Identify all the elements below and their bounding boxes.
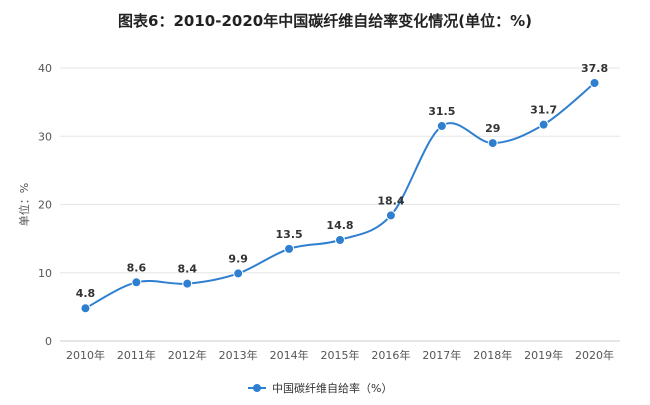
x-tick-label: 2013年 — [219, 348, 258, 362]
y-tick-label: 0 — [45, 335, 52, 348]
x-tick-label: 2011年 — [117, 348, 156, 362]
x-tick-label: 2017年 — [422, 348, 461, 362]
data-label: 29 — [485, 122, 500, 135]
x-tick-label: 2010年 — [66, 348, 105, 362]
data-label: 37.8 — [581, 62, 608, 75]
data-point — [131, 277, 142, 288]
data-label: 9.9 — [228, 252, 248, 265]
data-point — [385, 210, 396, 221]
data-point — [589, 78, 600, 89]
data-point — [436, 121, 447, 132]
data-point — [80, 303, 91, 314]
data-point — [487, 138, 498, 149]
chart-title: 图表6：2010-2020年中国碳纤维自给率变化情况(单位：%) — [118, 12, 532, 30]
x-tick-label: 2018年 — [473, 348, 512, 362]
x-tick-label: 2012年 — [168, 348, 207, 362]
data-label: 4.8 — [76, 287, 96, 300]
x-tick-label: 2014年 — [270, 348, 309, 362]
y-tick-label: 40 — [38, 62, 52, 75]
x-tick-label: 2016年 — [371, 348, 410, 362]
legend-label: 中国碳纤维自给率（%） — [272, 381, 392, 395]
legend-marker — [253, 384, 261, 392]
data-label: 18.4 — [377, 194, 404, 207]
data-label: 8.6 — [127, 261, 147, 274]
y-tick-label: 30 — [38, 130, 52, 143]
x-tick-label: 2015年 — [321, 348, 360, 362]
data-label: 14.8 — [326, 219, 353, 232]
data-label: 31.5 — [428, 105, 455, 118]
data-point — [538, 119, 549, 130]
data-label: 8.4 — [178, 263, 198, 276]
y-tick-label: 10 — [38, 267, 52, 280]
x-tick-label: 2020年 — [575, 348, 614, 362]
y-axis-label: 单位：% — [17, 183, 31, 226]
x-tick-label: 2019年 — [524, 348, 563, 362]
series-line — [84, 82, 596, 310]
data-point — [233, 268, 244, 279]
data-label: 13.5 — [276, 228, 303, 241]
data-label: 31.7 — [530, 104, 557, 117]
data-point — [182, 278, 193, 289]
y-tick-label: 20 — [38, 199, 52, 212]
data-point — [284, 243, 295, 254]
data-point — [335, 234, 345, 245]
